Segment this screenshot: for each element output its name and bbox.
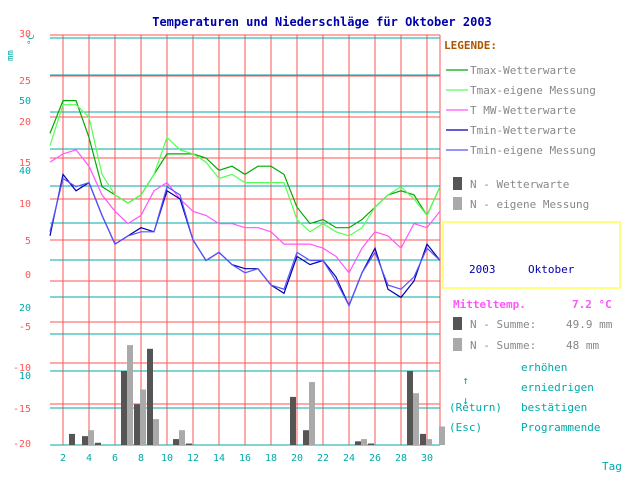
- y-tick-temp: -15: [13, 404, 31, 415]
- x-tick: 6: [112, 453, 118, 464]
- precip-bar: [368, 443, 374, 445]
- precip-bar: [153, 419, 159, 445]
- confirm-label[interactable]: bestätigen: [521, 401, 588, 414]
- y-tick-temp: 10: [19, 199, 31, 210]
- precip-bar: [134, 404, 140, 445]
- x-tick: 26: [369, 453, 381, 464]
- sum-station-label: N - Summe:: [470, 318, 536, 331]
- precip-bar: [413, 393, 419, 445]
- mean-temp-value: 7.2 °C: [572, 298, 612, 311]
- legend-bar-swatch: [453, 197, 462, 210]
- sum-own-value: 48 mm: [566, 339, 599, 352]
- sum-own-label: N - Summe:: [470, 339, 536, 352]
- decrease-label[interactable]: erniedrigen: [521, 381, 594, 394]
- legend-item: N - Wetterwarte: [470, 178, 569, 191]
- precip-bar: [309, 382, 315, 445]
- x-tick: 10: [161, 453, 173, 464]
- x-tick: 8: [138, 453, 144, 464]
- x-axis-ticks: 2 4 6 8 10 12 14 16 18 20 22 24 26 28 30: [60, 453, 433, 464]
- x-tick: 12: [187, 453, 199, 464]
- x-tick: 20: [291, 453, 303, 464]
- legend-item: Tmin-Wetterwarte: [470, 124, 576, 137]
- precip-bar: [420, 433, 426, 445]
- legend-item: Tmax-Wetterwarte: [470, 64, 576, 77]
- y-axis-unit-celsius: °C: [27, 34, 37, 45]
- sum-own-swatch: [453, 338, 462, 351]
- legend-item: N - eigene Messung: [470, 198, 589, 211]
- precip-bar: [173, 439, 179, 445]
- decrease-control[interactable]: ↓: [449, 381, 469, 407]
- precip-bar: [361, 439, 367, 445]
- precip-bar: [407, 371, 413, 445]
- series-line: [49, 104, 441, 237]
- precip-bar: [439, 426, 445, 445]
- x-tick: 28: [395, 453, 407, 464]
- arrow-down-icon: ↓: [462, 394, 469, 407]
- x-tick: 22: [317, 453, 329, 464]
- legend-item: Tmin-eigene Messung: [470, 144, 596, 157]
- y-tick-temp: 20: [19, 117, 31, 128]
- x-tick: 2: [60, 453, 66, 464]
- precip-bar: [69, 433, 75, 445]
- precip-bar: [140, 389, 146, 445]
- y-tick-temp: -5: [19, 322, 31, 333]
- precip-bar: [82, 436, 88, 445]
- period-month: Oktober: [528, 263, 575, 276]
- y-tick-temp: 30: [19, 29, 31, 40]
- series-line: [49, 149, 441, 274]
- x-tick: 14: [213, 453, 225, 464]
- legend-item: Tmax-eigene Messung: [470, 84, 596, 97]
- precip-bar: [127, 345, 133, 445]
- precip-bar: [88, 430, 94, 445]
- precipitation-bars: [69, 345, 445, 445]
- legend-item: T MW-Wetterwarte: [470, 104, 576, 117]
- legend-heading: LEGENDE:: [444, 39, 497, 52]
- chart-title: Temperaturen und Niederschläge für Oktob…: [152, 15, 492, 29]
- y-tick-temp: 25: [19, 76, 31, 87]
- precip-bar: [95, 442, 101, 445]
- x-tick: 16: [239, 453, 251, 464]
- increase-control[interactable]: ↑: [449, 361, 469, 387]
- y-tick-precip: 40: [19, 166, 31, 177]
- y-tick-precip: 50: [19, 96, 31, 107]
- sum-station-swatch: [453, 317, 462, 330]
- precip-bar: [179, 430, 185, 445]
- series-line: [49, 177, 441, 308]
- y-tick-temp: 15: [19, 158, 31, 169]
- increase-label[interactable]: erhöhen: [521, 361, 568, 374]
- arrow-up-icon: ↑: [462, 374, 469, 387]
- period-box: [442, 221, 621, 289]
- mean-temp-label: Mitteltemp.: [453, 298, 526, 311]
- y-tick-precip: 10: [19, 371, 31, 382]
- period-year: 2003: [469, 263, 496, 276]
- y-tick-precip: 20: [19, 303, 31, 314]
- x-tick: 24: [343, 453, 355, 464]
- temperature-lines: [49, 99, 441, 308]
- sum-station-value: 49.9 mm: [566, 318, 613, 331]
- x-tick: 18: [265, 453, 277, 464]
- precip-bar: [186, 443, 192, 445]
- precip-bar: [303, 430, 309, 445]
- y-tick-temp: -10: [13, 363, 31, 374]
- return-key[interactable]: (Return): [449, 401, 502, 414]
- precip-bar: [147, 348, 153, 445]
- precip-bar: [121, 371, 127, 445]
- legend-panel: LEGENDE: Tmax-Wetterwarte Tmax-eigene Mes…: [442, 39, 621, 352]
- y-tick-temp: 0: [25, 270, 31, 281]
- y-tick-temp: -20: [13, 439, 31, 450]
- plot-grid: [50, 34, 441, 446]
- legend-bar-swatch: [453, 177, 462, 190]
- esc-key[interactable]: (Esc): [449, 421, 483, 434]
- x-tick: 4: [86, 453, 92, 464]
- precip-bar: [355, 441, 361, 445]
- x-axis-label: Tag: [602, 460, 622, 473]
- y-axis-unit-mm: mm: [6, 50, 16, 61]
- y-tick-temp: 5: [25, 236, 31, 247]
- x-tick: 30: [421, 453, 433, 464]
- precip-bar: [290, 396, 296, 445]
- exit-label[interactable]: Programmende: [521, 421, 601, 434]
- precip-bar: [426, 439, 432, 445]
